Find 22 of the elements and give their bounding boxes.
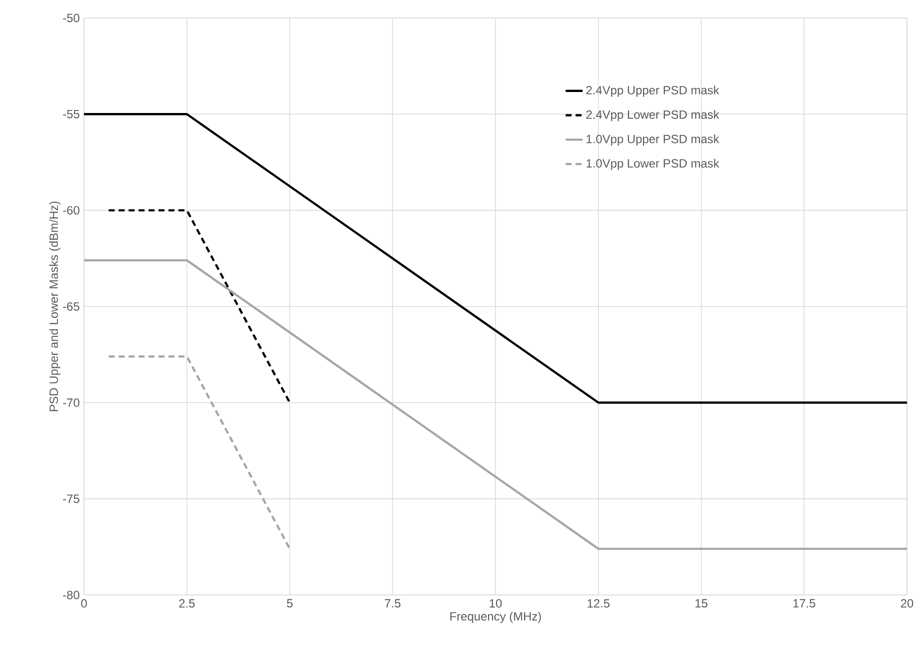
x-tick-label: 20 — [900, 599, 914, 608]
x-tick-label: 15 — [696, 599, 708, 608]
y-tick-label: -55 — [63, 110, 80, 118]
y-tick-label: -65 — [63, 302, 80, 311]
x-tick-label: 5 — [286, 599, 293, 608]
x-axis-title: Frequency (MHz) — [450, 612, 541, 623]
legend-label: 2.4Vpp Lower PSD mask — [586, 110, 720, 122]
x-tick-label: 12.5 — [588, 599, 610, 608]
y-tick-label: -60 — [63, 206, 80, 215]
legend-label: 1.0Vpp Lower PSD mask — [586, 158, 720, 170]
y-tick-label: -70 — [63, 398, 80, 407]
y-tick-label: -50 — [63, 14, 80, 22]
legend-label: 1.0Vpp Upper PSD mask — [586, 134, 720, 146]
x-tick-label: 7.5 — [384, 599, 400, 608]
y-tick-label: -75 — [63, 494, 80, 503]
x-tick-label: 10 — [490, 599, 502, 608]
x-tick-label: 2.5 — [179, 599, 195, 608]
y-axis-title: PSD Upper and Lower Masks (dBm/Hz) — [49, 202, 60, 412]
legend-label: 2.4Vpp Upper PSD mask — [586, 86, 720, 97]
y-tick-label: -80 — [63, 590, 80, 600]
x-tick-label: 17.5 — [793, 599, 816, 608]
x-tick-label: 0 — [81, 599, 87, 608]
